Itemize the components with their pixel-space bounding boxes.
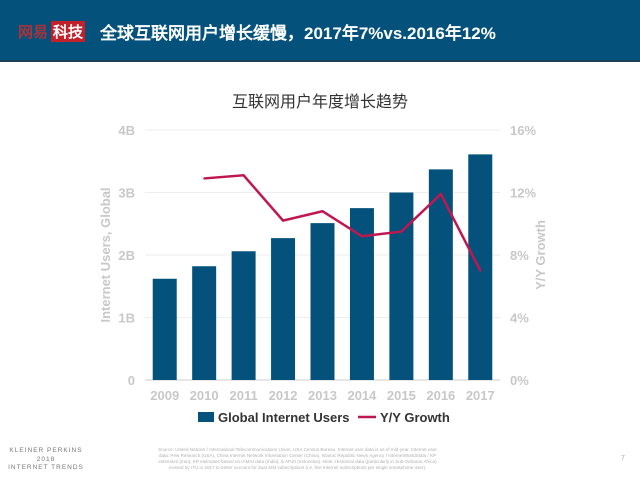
growth-point	[282, 219, 285, 222]
logo-text-2: 科技	[51, 21, 86, 42]
y-axis-label: Internet Users, Global	[98, 187, 113, 322]
growth-point	[242, 174, 245, 177]
bar	[152, 278, 177, 380]
x-tick-label: 2014	[347, 388, 377, 403]
bar	[428, 169, 453, 380]
brand-line: 2018	[36, 455, 56, 463]
bar	[468, 154, 493, 380]
x-tick-label: 2009	[150, 388, 179, 403]
x-tick-label: 2017	[466, 388, 495, 403]
logo-text-1: 网易	[18, 24, 49, 41]
bar	[349, 208, 374, 380]
growth-point	[360, 235, 363, 238]
y2-axis-label: Y/Y Growth	[533, 220, 548, 290]
chart-title: 互联网用户年度增长趋势	[231, 94, 408, 111]
x-tick-label: 2010	[190, 388, 219, 403]
legend-swatch-users	[198, 412, 214, 422]
x-tick-label: 2013	[308, 388, 337, 403]
x-tick-label: 2012	[269, 388, 298, 403]
legend-label-users: Global Internet Users	[218, 410, 349, 425]
x-tick-label: 2015	[387, 388, 416, 403]
bar	[192, 266, 217, 380]
netease-tech-logo: 网易 科技	[18, 21, 86, 42]
x-tick-label: 2016	[426, 388, 455, 403]
y-tick-label: 3B	[118, 186, 135, 201]
bar	[271, 238, 296, 380]
y2-tick-label: 8%	[510, 248, 529, 263]
growth-point	[400, 230, 403, 233]
y2-tick-label: 16%	[510, 123, 536, 138]
slide-title: 全球互联网用户增长缓慢，2017年7%vs.2016年12%	[100, 24, 496, 43]
legend-label-growth: Y/Y Growth	[380, 410, 450, 425]
y2-tick-label: 4%	[510, 311, 529, 326]
growth-point	[439, 193, 442, 196]
source-note: Source: United Nations / International T…	[158, 447, 437, 470]
brand-line: INTERNET TRENDS	[8, 464, 84, 471]
page-number: 7	[621, 455, 625, 462]
y-tick-label: 2B	[118, 248, 135, 263]
bar	[389, 192, 414, 380]
growth-line	[204, 174, 482, 272]
slide-header: 网易 科技 全球互联网用户增长缓慢，2017年7%vs.2016年12%	[0, 0, 640, 62]
growth-point	[203, 177, 206, 180]
y-tick-label: 1B	[118, 311, 135, 326]
brand-line: KLEINER PERKINS	[9, 447, 83, 454]
bar	[231, 251, 256, 380]
growth-point	[479, 269, 482, 272]
y-tick-label: 4B	[118, 123, 135, 138]
y2-tick-label: 0%	[510, 373, 529, 388]
growth-point	[321, 210, 324, 213]
x-tick-label: 2011	[230, 388, 258, 403]
kleiner-perkins-logo: KLEINER PERKINS 2018 INTERNET TRENDS	[6, 447, 86, 473]
bar	[310, 223, 335, 380]
y-tick-label: 0	[128, 373, 135, 388]
y2-tick-label: 12%	[510, 186, 536, 201]
